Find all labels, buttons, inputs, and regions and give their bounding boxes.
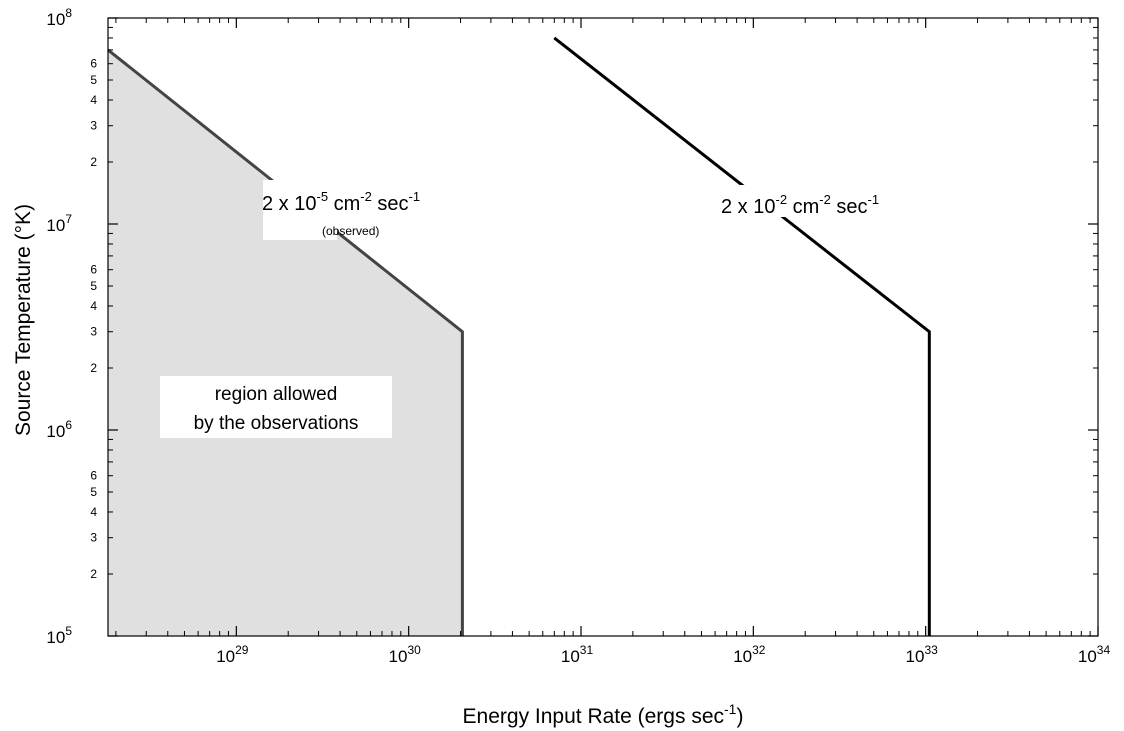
allowed-region-fill — [108, 49, 463, 637]
y-minor-tick-label: 5 — [90, 73, 97, 87]
svg-text:region allowed: region allowed — [215, 384, 338, 405]
y-tick-label: 107 — [46, 212, 72, 235]
y-axis-title: Source Temperature (°K) — [12, 204, 35, 436]
series-line-0 — [107, 48, 464, 636]
y-minor-tick-label: 3 — [90, 119, 97, 133]
y-minor-tick-label: 4 — [90, 299, 97, 313]
y-minor-tick-label: 6 — [90, 469, 97, 483]
y-minor-tick-label: 3 — [90, 325, 97, 339]
y-minor-tick-label: 2 — [90, 155, 97, 169]
y-tick-label: 105 — [46, 624, 72, 647]
plot-frame — [107, 17, 1099, 637]
y-minor-tick-label: 5 — [90, 279, 97, 293]
x-tick-label: 1031 — [561, 643, 594, 666]
series-label-2e-2: 2 x 10-2 cm-2 sec-1 — [718, 185, 936, 218]
x-tick-label: 1033 — [906, 643, 939, 666]
region-label: region allowed by the observations — [160, 376, 392, 438]
y-minor-tick-label: 2 — [90, 361, 97, 375]
y-minor-tick-label: 2 — [90, 567, 97, 581]
y-minor-tick-label: 4 — [90, 505, 97, 519]
observed-note: (observed) — [322, 224, 379, 238]
x-axis-title: Energy Input Rate (ergs sec-1) — [463, 701, 744, 728]
x-tick-label: 1029 — [216, 643, 249, 666]
y-minor-tick-label: 6 — [90, 263, 97, 277]
x-tick-label: 1034 — [1078, 643, 1111, 666]
x-tick-label: 1032 — [733, 643, 766, 666]
svg-text:by the observations: by the observations — [194, 413, 359, 434]
series-line-1 — [553, 36, 931, 636]
series-label-observed: 2 x 10-5 cm-2 sec-1 (observed) — [262, 180, 420, 240]
y-minor-tick-label: 3 — [90, 531, 97, 545]
svg-text:2 x 10-2 cm-2 sec-1: 2 x 10-2 cm-2 sec-1 — [721, 192, 879, 218]
y-minor-tick-label: 5 — [90, 485, 97, 499]
svg-text:2 x 10-5 cm-2 sec-1: 2 x 10-5 cm-2 sec-1 — [262, 189, 420, 215]
y-minor-tick-label: 4 — [90, 93, 97, 107]
y-tick-label: 108 — [46, 6, 72, 29]
y-tick-label: 106 — [46, 418, 72, 441]
x-tick-label: 1030 — [389, 643, 422, 666]
y-minor-tick-label: 6 — [90, 57, 97, 71]
